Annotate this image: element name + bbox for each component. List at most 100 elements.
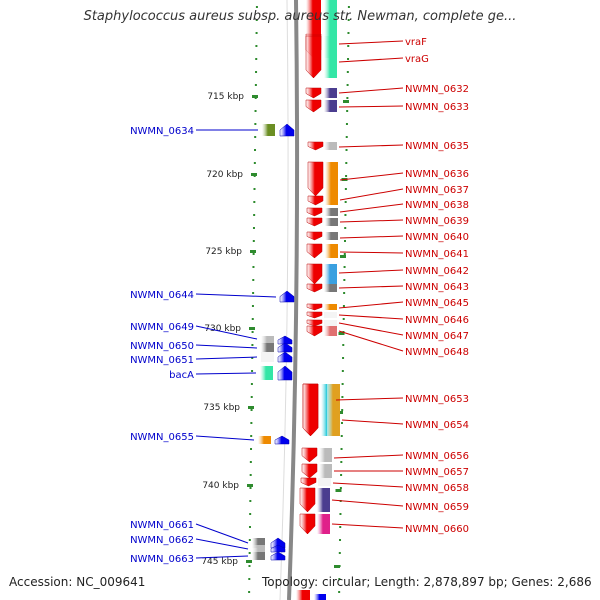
- tick-label: 745 kbp: [201, 557, 238, 567]
- forward-gene-label: NWMN_0648: [405, 347, 469, 358]
- forward-gene-category-bar: [324, 142, 337, 150]
- forward-gene-arrow: [307, 141, 324, 151]
- forward-gene-category-bar: [325, 244, 338, 258]
- inner-dot: [255, 19, 258, 21]
- forward-label-leader: [338, 87, 404, 94]
- tick-mark: [251, 173, 257, 176]
- reverse-gene-label: bacA: [169, 370, 194, 381]
- forward-gene-label: NWMN_0654: [405, 420, 469, 431]
- outer-dot: [339, 487, 342, 489]
- outer-dot: [345, 123, 348, 125]
- inner-dot: [248, 552, 251, 554]
- outer-dot: [338, 552, 341, 554]
- forward-gene-label: NWMN_0641: [405, 249, 469, 260]
- tick-label: 715 kbp: [207, 92, 244, 102]
- outer-dot: [343, 292, 346, 294]
- forward-label-leader: [339, 203, 404, 213]
- tick-mark: [252, 95, 258, 98]
- outer-dot: [344, 227, 347, 229]
- inner-dot: [248, 578, 251, 580]
- outer-dot: [347, 6, 350, 8]
- forward-gene-label: NWMN_0660: [405, 524, 469, 535]
- outer-dot: [338, 591, 341, 593]
- tick-mark: [249, 327, 255, 330]
- outer-dot: [342, 344, 345, 346]
- forward-gene-label: NWMN_0635: [405, 141, 469, 152]
- forward-gene-label: NWMN_0657: [405, 467, 469, 478]
- tick-label: 740 kbp: [202, 481, 239, 491]
- inner-dot: [250, 383, 253, 385]
- inner-dot: [251, 331, 254, 333]
- tick-label: 735 kbp: [203, 403, 240, 413]
- forward-gene-arrow: [306, 311, 323, 319]
- outer-dot: [338, 578, 341, 580]
- outer-dot: [346, 110, 349, 112]
- forward-gene-arrow: [299, 513, 316, 535]
- inner-dot: [255, 6, 258, 8]
- forward-gene-category-bar: [324, 264, 337, 284]
- inner-dot: [248, 526, 251, 528]
- inner-dot: [252, 292, 255, 294]
- forward-gene-arrow: [305, 35, 322, 79]
- reverse-gene-category-bar: [252, 538, 265, 548]
- inner-dot: [253, 162, 256, 164]
- forward-label-leader: [338, 330, 404, 352]
- outer-dot: [340, 474, 343, 476]
- inner-dot: [252, 279, 255, 281]
- forward-gene-label: NWMN_0646: [405, 315, 469, 326]
- forward-gene-category-bar: [324, 312, 337, 318]
- inner-dot: [250, 435, 253, 437]
- forward-label-leader: [338, 269, 404, 274]
- forward-gene-label: NWMN_0638: [405, 200, 469, 211]
- forward-gene-category-bar: [324, 284, 337, 292]
- forward-gene-label: NWMN_0639: [405, 216, 469, 227]
- reverse-label-leader: [195, 293, 277, 298]
- outer-dot: [342, 305, 345, 307]
- inner-dot: [250, 448, 253, 450]
- outer-dot: [344, 188, 347, 190]
- forward-label-leader: [338, 144, 404, 148]
- reverse-label-leader: [195, 538, 249, 550]
- outer-dot: [342, 357, 345, 359]
- forward-label-leader: [338, 285, 404, 289]
- inner-dot: [248, 539, 251, 541]
- forward-gene-label: NWMN_0658: [405, 483, 469, 494]
- outer-dot: [347, 58, 350, 60]
- map-title: Staphylococcus aureus subsp. aureus str.…: [83, 9, 517, 24]
- outer-dot: [344, 214, 347, 216]
- outer-dot: [347, 45, 350, 47]
- forward-label-leader: [338, 314, 404, 320]
- outer-dot: [340, 448, 343, 450]
- forward-gene-arrow: [301, 447, 318, 463]
- inner-dot: [254, 123, 257, 125]
- reverse-gene-arrow: [314, 594, 326, 600]
- reverse-gene-label: NWMN_0661: [130, 520, 194, 531]
- outer-dot: [339, 513, 342, 515]
- accession-text: Accession: NC_009641: [9, 575, 146, 589]
- reverse-gene-category-bar: [261, 352, 274, 362]
- forward-gene-arrow: [307, 195, 324, 206]
- forward-gene-arrow: [307, 161, 324, 197]
- forward-gene-label: NWMN_0656: [405, 451, 469, 462]
- forward-gene-arrow: [299, 487, 316, 513]
- reverse-gene-category-bar: [260, 366, 273, 380]
- inner-dot: [255, 45, 258, 47]
- forward-gene-category-bar: [324, 0, 337, 34]
- forward-gene-label: NWMN_0642: [405, 266, 469, 277]
- outer-dot: [346, 71, 349, 73]
- reverse-gene-label: NWMN_0644: [130, 290, 194, 301]
- backbone-arc: [287, 0, 300, 600]
- reverse-gene-category-bar: [262, 124, 275, 136]
- outer-dot: [345, 175, 348, 177]
- forward-label-leader: [339, 188, 404, 201]
- forward-gene-arrow: [296, 590, 310, 600]
- forward-label-leader: [331, 523, 404, 529]
- forward-label-leader: [339, 219, 404, 223]
- reverse-label-leader: [195, 523, 249, 544]
- outer-tick-mark: [334, 565, 340, 568]
- reverse-label-leader: [195, 344, 258, 349]
- forward-label-leader: [338, 301, 404, 309]
- forward-gene-label: NWMN_0636: [405, 169, 469, 180]
- reverse-gene-category-bar: [261, 343, 274, 352]
- outer-tick-mark: [343, 100, 349, 103]
